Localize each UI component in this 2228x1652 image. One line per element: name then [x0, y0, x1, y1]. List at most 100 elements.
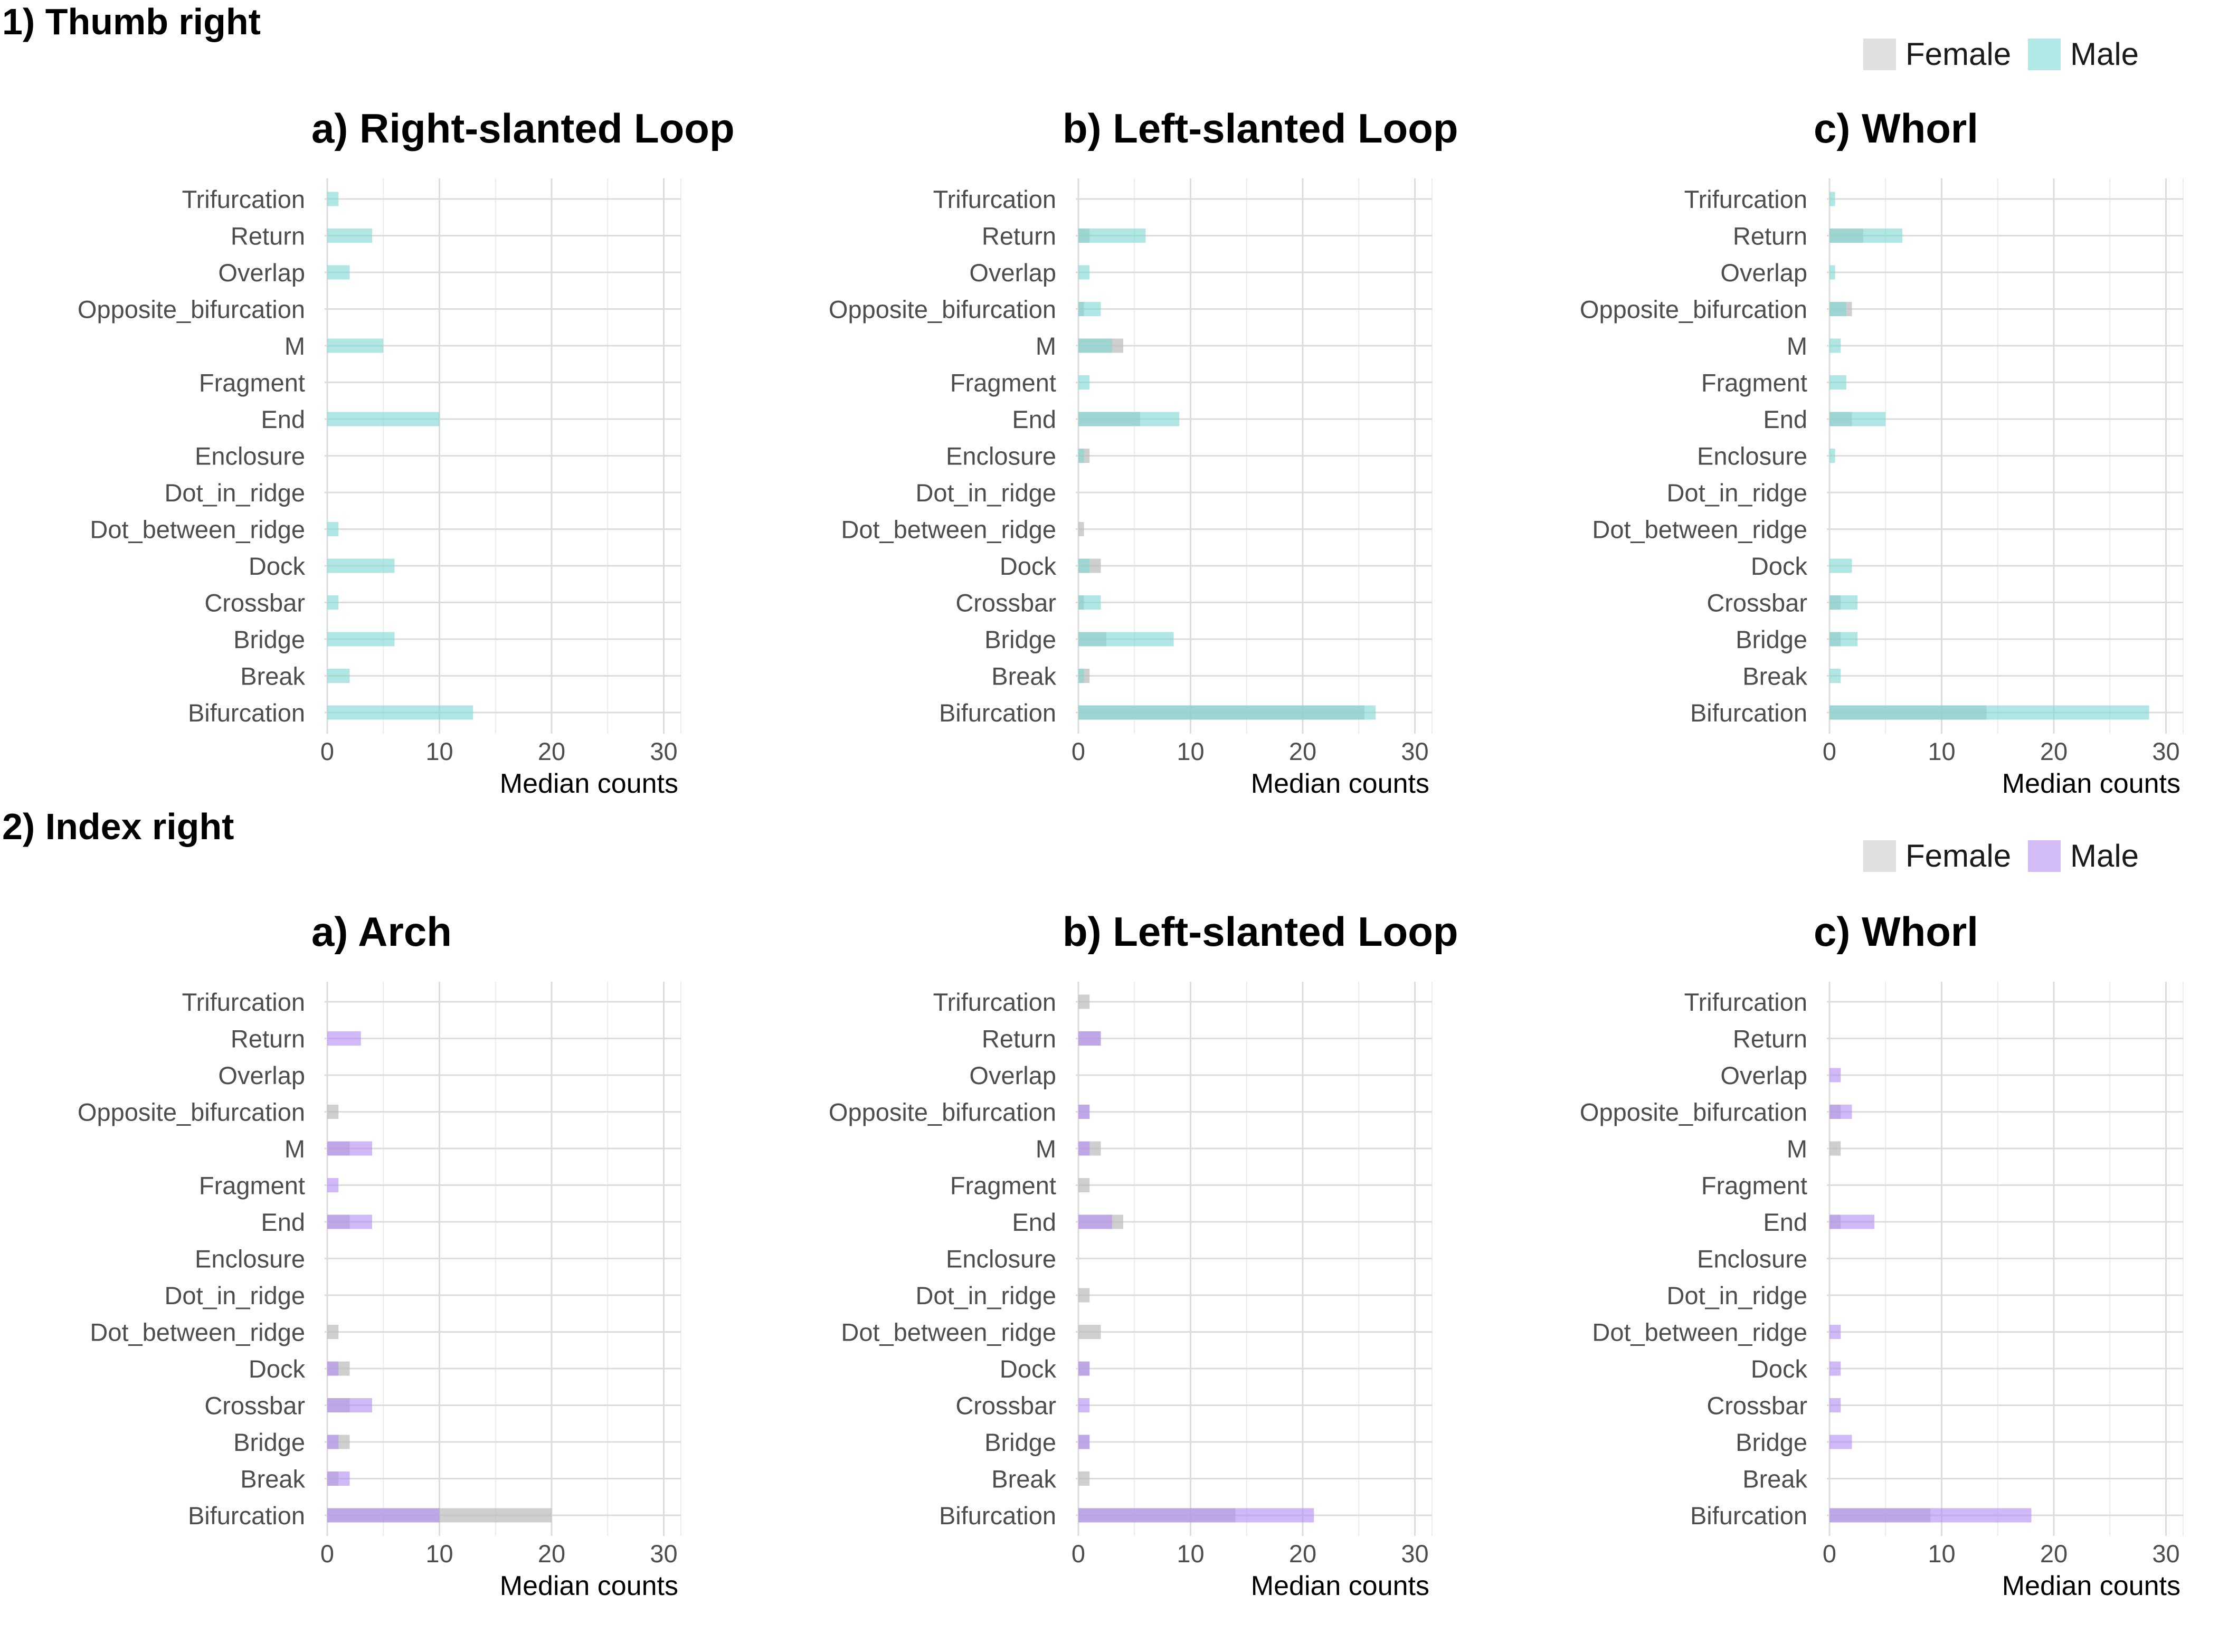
category-label: Bridge — [1736, 1428, 1807, 1456]
category-label: Opposite_bifurcation — [1580, 1098, 1807, 1126]
category-label: Dock — [249, 1355, 306, 1383]
category-label: Trifurcation — [933, 988, 1056, 1016]
x-tick-label: 0 — [1823, 737, 1836, 765]
bar-male — [1829, 449, 1835, 463]
bar-male — [1829, 1214, 1874, 1229]
x-tick-label: 10 — [1177, 737, 1204, 765]
category-label: Bridge — [233, 625, 305, 653]
bar-male — [327, 595, 339, 610]
category-label: Crossbar — [204, 1392, 305, 1420]
category-label: Bifurcation — [188, 1502, 305, 1530]
legend-swatch-male — [2028, 840, 2061, 872]
category-label: Return — [982, 1025, 1056, 1053]
category-label: Dock — [1751, 1355, 1808, 1383]
category-label: Break — [1742, 662, 1807, 690]
x-axis-label: Median counts — [1251, 1571, 1429, 1601]
category-label: End — [1012, 1208, 1056, 1236]
x-tick-label: 10 — [1177, 1540, 1204, 1568]
category-label: Break — [240, 662, 305, 690]
category-label: Dock — [1000, 1355, 1057, 1383]
bar-male — [327, 412, 440, 426]
x-axis-label: Median counts — [500, 768, 678, 799]
x-axis-label: Median counts — [2002, 1571, 2180, 1601]
category-label: Dot_in_ridge — [1666, 1281, 1807, 1309]
category-label: Bifurcation — [1690, 1502, 1807, 1530]
legend-label-female: Female — [1905, 36, 2011, 72]
bar-male — [1829, 302, 1846, 316]
bar-male — [1829, 669, 1841, 683]
category-label: Overlap — [218, 1061, 305, 1089]
category-label: Dock — [249, 552, 306, 580]
bar-male — [327, 705, 473, 720]
bar-male — [327, 1471, 350, 1486]
category-label: Opposite_bifurcation — [78, 296, 305, 324]
category-label: Break — [1742, 1465, 1807, 1493]
category-label: End — [261, 1208, 305, 1236]
bar-female — [1829, 1141, 1841, 1156]
category-label: Dot_between_ridge — [1592, 516, 1807, 544]
legend-swatch-male — [2028, 39, 2061, 70]
category-label: Bifurcation — [1690, 699, 1807, 727]
x-tick-label: 30 — [2152, 737, 2179, 765]
x-tick-label: 20 — [1289, 1540, 1316, 1568]
category-label: Dot_in_ridge — [915, 479, 1056, 507]
x-axis-label: Median counts — [1251, 768, 1429, 799]
section-title: 1) Thumb right — [2, 1, 261, 42]
category-label: Dot_between_ridge — [1592, 1318, 1807, 1346]
bar-female — [327, 1105, 339, 1119]
x-tick-label: 20 — [538, 1540, 565, 1568]
bar-male — [1829, 192, 1835, 206]
bar-male — [1829, 595, 1858, 610]
x-tick-label: 0 — [1072, 737, 1085, 765]
bar-male — [327, 1031, 361, 1046]
bar-male — [1078, 558, 1090, 573]
bar-female — [1078, 1178, 1090, 1192]
x-axis-label: Median counts — [2002, 768, 2180, 799]
panel-2-c: c) Whorl Trifurcation Return Overlap Opposit… — [1580, 908, 2184, 1601]
category-label: Bifurcation — [939, 1502, 1056, 1530]
category-label: Bridge — [984, 625, 1056, 653]
bar-male — [1829, 558, 1852, 573]
category-label: Enclosure — [1697, 1245, 1807, 1273]
category-label: Crossbar — [1706, 589, 1807, 617]
bar-male — [327, 1141, 372, 1156]
category-label: Dot_in_ridge — [164, 1281, 305, 1309]
category-label: Opposite_bifurcation — [829, 296, 1056, 324]
x-tick-label: 10 — [425, 1540, 453, 1568]
legend-swatch-female — [1863, 840, 1896, 872]
bar-female — [1078, 522, 1084, 536]
bar-male — [1829, 1398, 1841, 1412]
panel-1-c: c) Whorl Trifurcation Return Overlap Opposit… — [1580, 105, 2184, 799]
legend-swatch-female — [1863, 39, 1896, 70]
panel-title: b) Left-slanted Loop — [1063, 908, 1458, 955]
category-label: Overlap — [1720, 259, 1807, 287]
category-label: Bifurcation — [939, 699, 1056, 727]
category-label: Opposite_bifurcation — [1580, 296, 1807, 324]
section-title: 2) Index right — [2, 806, 234, 847]
bar-male — [1078, 375, 1090, 390]
category-label: Return — [231, 1025, 305, 1053]
category-label: M — [285, 332, 305, 360]
bar-male — [1829, 1068, 1841, 1083]
category-label: Trifurcation — [1684, 185, 1807, 213]
bar-female — [1078, 1471, 1090, 1486]
x-tick-label: 10 — [1928, 737, 1955, 765]
panel-2-a: a) Arch Trifurcation Return Overlap Opposite… — [78, 908, 681, 1601]
bar-male — [1078, 338, 1112, 353]
x-tick-label: 0 — [320, 737, 334, 765]
panel-title: b) Left-slanted Loop — [1063, 105, 1458, 151]
category-label: Crossbar — [955, 589, 1056, 617]
x-tick-label: 10 — [425, 737, 453, 765]
category-label: Break — [991, 1465, 1056, 1493]
panel-title: a) Right-slanted Loop — [311, 105, 735, 151]
category-label: Overlap — [1720, 1061, 1807, 1089]
x-tick-label: 30 — [650, 1540, 677, 1568]
legend-label-male: Male — [2070, 36, 2139, 72]
bar-male — [1829, 1435, 1852, 1449]
category-label: End — [1763, 1208, 1807, 1236]
category-label: Enclosure — [195, 1245, 305, 1273]
category-label: Crossbar — [204, 589, 305, 617]
bar-male — [1829, 229, 1903, 243]
category-label: Overlap — [969, 259, 1056, 287]
bar-male — [1078, 705, 1376, 720]
